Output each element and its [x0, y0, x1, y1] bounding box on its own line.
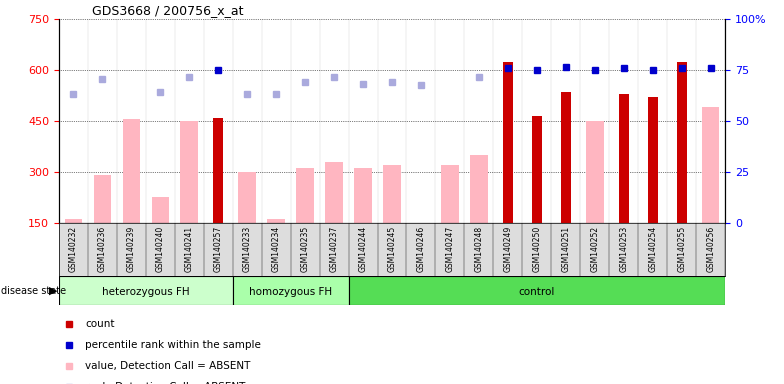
Text: GSM140253: GSM140253: [619, 225, 628, 271]
Text: GDS3668 / 200756_x_at: GDS3668 / 200756_x_at: [93, 3, 244, 17]
Text: GSM140252: GSM140252: [590, 225, 599, 271]
Text: GSM140254: GSM140254: [648, 225, 657, 271]
Text: GSM140232: GSM140232: [69, 225, 78, 271]
Bar: [702, 108, 720, 223]
Text: GSM140233: GSM140233: [242, 225, 252, 271]
Text: GSM140240: GSM140240: [156, 225, 165, 271]
Text: count: count: [85, 319, 115, 329]
Bar: [532, 116, 542, 223]
Bar: [441, 165, 459, 223]
Text: GSM140251: GSM140251: [561, 225, 570, 271]
Bar: [586, 121, 604, 223]
Text: GSM140246: GSM140246: [416, 225, 426, 271]
Bar: [93, 175, 111, 223]
Bar: [648, 97, 658, 223]
Text: GSM140241: GSM140241: [185, 225, 194, 271]
Bar: [619, 94, 629, 223]
Bar: [151, 197, 169, 223]
Bar: [267, 219, 285, 223]
Bar: [503, 61, 513, 223]
Bar: [64, 219, 82, 223]
Text: GSM140249: GSM140249: [503, 225, 513, 271]
Bar: [180, 121, 198, 223]
Text: GSM140236: GSM140236: [98, 225, 107, 271]
Bar: [677, 61, 687, 223]
Bar: [59, 276, 233, 305]
Text: GSM140255: GSM140255: [677, 225, 686, 271]
Text: rank, Detection Call = ABSENT: rank, Detection Call = ABSENT: [85, 382, 246, 384]
Bar: [354, 169, 372, 223]
Bar: [383, 165, 401, 223]
Bar: [296, 169, 314, 223]
Text: homozygous FH: homozygous FH: [249, 287, 332, 297]
Text: GSM140248: GSM140248: [474, 225, 484, 271]
Text: disease state: disease state: [1, 286, 66, 296]
Text: GSM140247: GSM140247: [445, 225, 455, 271]
Text: GSM140256: GSM140256: [706, 225, 715, 271]
Text: ▶: ▶: [49, 286, 57, 296]
Bar: [233, 276, 349, 305]
Text: value, Detection Call = ABSENT: value, Detection Call = ABSENT: [85, 361, 251, 371]
Text: percentile rank within the sample: percentile rank within the sample: [85, 340, 261, 350]
Text: GSM140257: GSM140257: [214, 225, 223, 271]
Text: control: control: [519, 287, 555, 297]
Bar: [213, 118, 223, 223]
Text: GSM140237: GSM140237: [329, 225, 339, 271]
Text: GSM140244: GSM140244: [358, 225, 368, 271]
Text: GSM140245: GSM140245: [387, 225, 397, 271]
Text: GSM140250: GSM140250: [532, 225, 542, 271]
Bar: [238, 172, 256, 223]
Bar: [325, 162, 343, 223]
Text: GSM140239: GSM140239: [127, 225, 136, 271]
Bar: [122, 119, 140, 223]
Text: GSM140235: GSM140235: [300, 225, 310, 271]
Bar: [470, 155, 488, 223]
Text: heterozygous FH: heterozygous FH: [102, 287, 190, 297]
Text: GSM140234: GSM140234: [271, 225, 281, 271]
Bar: [561, 92, 571, 223]
Bar: [349, 276, 725, 305]
